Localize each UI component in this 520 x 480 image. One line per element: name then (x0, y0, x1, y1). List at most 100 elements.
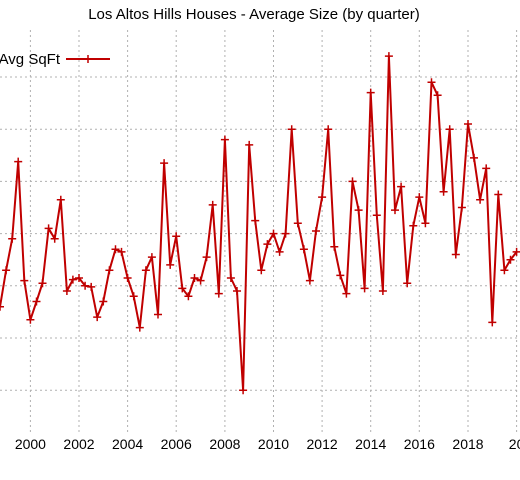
data-point-marker (500, 266, 509, 275)
data-point-marker (318, 193, 327, 202)
x-tick-label: 20 (509, 436, 520, 452)
data-point-marker (457, 203, 466, 212)
data-point-marker (330, 242, 339, 251)
data-point-marker (172, 232, 181, 241)
x-tick-label: 2010 (258, 436, 289, 452)
x-tick-label: 2012 (307, 436, 338, 452)
data-point-marker (184, 292, 193, 301)
data-point-marker (99, 297, 108, 306)
data-point-marker (220, 135, 229, 144)
data-point-marker (26, 315, 35, 324)
data-point-marker (433, 91, 442, 100)
data-point-marker (214, 289, 223, 298)
data-point-marker (147, 253, 156, 262)
data-point-marker (476, 195, 485, 204)
data-point-marker (93, 313, 102, 322)
data-point-marker (512, 247, 520, 256)
data-point-marker (312, 227, 320, 235)
data-point-marker (81, 281, 90, 290)
data-point-marker (299, 245, 308, 254)
data-point-marker (372, 211, 381, 220)
data-point-marker (269, 229, 278, 238)
data-point-marker (135, 323, 144, 332)
data-point-marker (105, 266, 114, 275)
data-point-marker (464, 120, 472, 128)
data-point-marker (0, 302, 4, 311)
data-point-marker (245, 140, 254, 149)
x-tick-label: 2014 (355, 436, 386, 452)
data-point-marker (384, 52, 393, 61)
data-point-marker (470, 153, 478, 162)
data-point-marker (348, 177, 357, 186)
data-point-marker (494, 190, 503, 199)
series-line-avg-sqft (0, 55, 518, 392)
data-point-marker (56, 195, 65, 204)
data-point-marker (482, 164, 491, 173)
data-point-marker (111, 245, 120, 254)
legend-marker-sample (84, 55, 92, 63)
data-point-marker (263, 240, 272, 249)
x-tick-label: 2016 (404, 436, 435, 452)
data-point-marker (129, 292, 138, 301)
data-point-marker (305, 276, 314, 285)
data-point-marker (226, 274, 235, 282)
x-tick-label: 2002 (63, 436, 94, 452)
legend: Avg SqFt (0, 51, 110, 68)
legend-label-avg-sqft: Avg SqFt (0, 51, 61, 68)
data-point-marker (2, 266, 11, 275)
data-point-marker (87, 282, 96, 291)
data-point-marker (202, 253, 211, 262)
data-point-marker (208, 200, 217, 209)
data-point-marker (38, 279, 47, 288)
data-point-marker (190, 274, 199, 282)
data-point-marker (293, 219, 302, 228)
data-point-marker (75, 274, 83, 282)
data-point-marker (68, 275, 77, 284)
data-point-marker (415, 193, 424, 202)
data-point-marker (378, 287, 387, 295)
x-tick-label: 2008 (209, 436, 240, 452)
grid (0, 30, 520, 432)
x-tick-label: 2006 (161, 436, 192, 452)
data-point-marker (154, 310, 162, 319)
x-axis-ticks: 2000 2002 2004 2006 2008 2010 2012 2014 2016 2018… (15, 436, 520, 452)
data-point-marker (421, 219, 430, 228)
data-point-marker (336, 271, 345, 280)
data-point-marker (257, 266, 266, 275)
data-point-marker (445, 125, 454, 134)
data-point-marker (488, 318, 497, 327)
data-point-marker (32, 297, 41, 306)
x-tick-label: 2018 (452, 436, 483, 452)
data-point-marker (160, 159, 169, 168)
data-point-marker (324, 125, 333, 134)
data-point-marker (141, 266, 150, 275)
x-tick-label: 2000 (15, 436, 46, 452)
data-point-marker (62, 287, 71, 295)
data-point-marker (196, 276, 205, 285)
series-avg-sqft (0, 52, 520, 395)
data-point-marker (354, 206, 363, 215)
data-point-marker (8, 234, 17, 243)
data-point-marker (44, 224, 53, 233)
data-point-marker (251, 216, 260, 225)
data-point-marker (506, 255, 515, 264)
data-point-marker (50, 234, 59, 243)
data-point-marker (281, 229, 290, 238)
data-point-marker (123, 274, 132, 282)
chart-title: Los Altos Hills Houses - Average Size (b… (88, 6, 420, 23)
data-point-marker (360, 284, 369, 293)
data-point-marker (391, 206, 399, 215)
data-point-marker (287, 125, 296, 134)
data-point-marker (239, 386, 248, 395)
data-point-marker (439, 187, 448, 196)
data-point-marker (427, 78, 436, 87)
data-point-marker (403, 279, 412, 288)
data-point-marker (342, 289, 351, 298)
data-point-marker (117, 247, 126, 256)
data-point-marker (275, 247, 284, 256)
data-point-marker (397, 182, 406, 191)
data-point-marker (451, 250, 460, 259)
x-tick-label: 2004 (112, 436, 143, 452)
data-point-marker (178, 284, 187, 293)
